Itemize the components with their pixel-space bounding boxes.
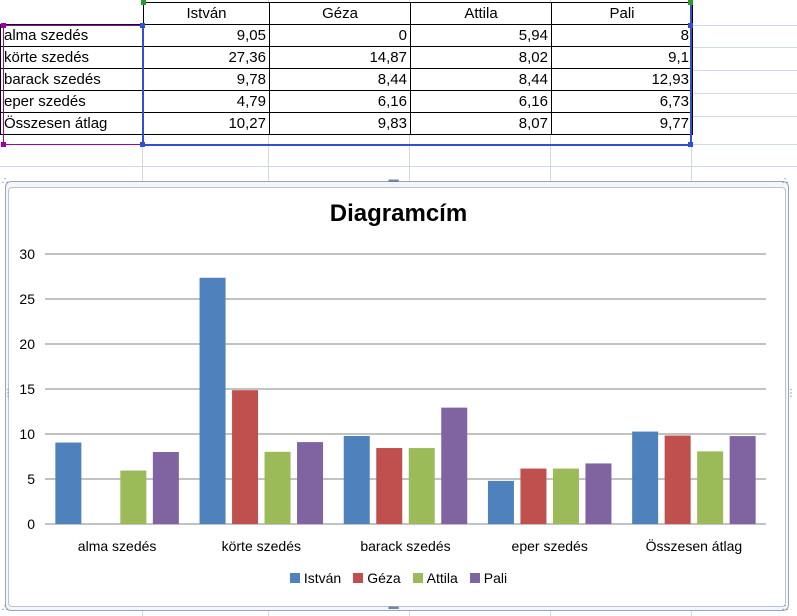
- value-cell[interactable]: 9,78: [143, 68, 270, 91]
- header-cell[interactable]: Attila: [410, 2, 552, 25]
- bar[interactable]: [632, 431, 659, 524]
- range-highlight-blue: [142, 25, 144, 145]
- value-cell[interactable]: 10,27: [143, 112, 270, 135]
- bar[interactable]: [585, 463, 612, 524]
- resize-handle-corner[interactable]: ∴: [782, 176, 788, 187]
- resize-handle-corner[interactable]: ∴: [782, 603, 788, 614]
- bar[interactable]: [55, 442, 82, 524]
- bar[interactable]: [697, 451, 724, 524]
- legend-swatch: [469, 573, 480, 583]
- value-cell[interactable]: 4,79: [143, 90, 270, 113]
- bar[interactable]: [152, 452, 179, 524]
- legend-label: István: [303, 570, 342, 586]
- range-handle[interactable]: [140, 142, 145, 147]
- x-tick-label: barack szedés: [360, 538, 450, 554]
- legend-label: Géza: [367, 570, 401, 586]
- value-cell[interactable]: 6,16: [269, 90, 411, 113]
- legend-swatch: [353, 573, 364, 583]
- data-table: István Géza Attila Pali alma szedés 9,05…: [0, 2, 693, 135]
- x-tick-label: Összesen átlag: [646, 537, 743, 554]
- legend-item[interactable]: István: [289, 570, 342, 586]
- table-row: barack szedés 9,78 8,44 8,44 12,93: [0, 68, 693, 91]
- bar[interactable]: [408, 448, 435, 524]
- chart-legend[interactable]: István Géza Attila Pali: [0, 570, 797, 586]
- resize-handle-corner[interactable]: ∴: [2, 176, 8, 187]
- row-label-cell[interactable]: barack szedés: [0, 68, 144, 91]
- range-highlight-purple: [3, 144, 143, 145]
- legend-item[interactable]: Attila: [412, 570, 458, 586]
- legend-label: Pali: [483, 570, 508, 586]
- bar[interactable]: [264, 451, 291, 524]
- bar[interactable]: [441, 407, 468, 524]
- y-tick-label: 25: [19, 291, 35, 307]
- y-tick-label: 5: [27, 471, 35, 487]
- table-row: körte szedés 27,36 14,87 8,02 9,1: [0, 46, 693, 69]
- x-tick-label: eper szedés: [512, 538, 588, 554]
- y-tick-label: 10: [19, 426, 35, 442]
- value-cell[interactable]: 5,94: [410, 24, 552, 47]
- bar[interactable]: [297, 442, 324, 524]
- value-cell[interactable]: 6,16: [410, 90, 552, 113]
- table-header-row: István Géza Attila Pali: [0, 2, 693, 25]
- y-tick-label: 15: [19, 381, 35, 397]
- legend-item[interactable]: Géza: [353, 570, 401, 586]
- range-highlight-blue: [143, 144, 691, 146]
- table-row: eper szedés 4,79 6,16 6,16 6,73: [0, 90, 693, 113]
- range-handle[interactable]: [1, 142, 6, 147]
- legend-item[interactable]: Pali: [469, 570, 508, 586]
- legend-label: Attila: [426, 570, 458, 586]
- y-tick-label: 20: [19, 336, 35, 352]
- bar[interactable]: [487, 480, 514, 524]
- bar[interactable]: [120, 470, 147, 524]
- bar[interactable]: [376, 448, 403, 524]
- value-cell[interactable]: 8,07: [410, 112, 552, 135]
- bar[interactable]: [552, 468, 579, 524]
- range-highlight-blue: [690, 2, 692, 146]
- y-tick-label: 30: [19, 246, 35, 262]
- bar[interactable]: [520, 468, 547, 524]
- legend-swatch: [289, 573, 300, 583]
- bar[interactable]: [664, 435, 691, 524]
- range-highlight-purple: [3, 25, 143, 26]
- x-tick-label: körte szedés: [222, 538, 301, 554]
- bar[interactable]: [232, 390, 259, 524]
- value-cell[interactable]: 12,93: [551, 68, 693, 91]
- bar[interactable]: [199, 277, 226, 524]
- chart-plot-area[interactable]: [8, 187, 786, 607]
- bar[interactable]: [343, 435, 370, 524]
- x-tick-label: alma szedés: [78, 538, 157, 554]
- range-handle[interactable]: [1, 23, 6, 28]
- range-handle[interactable]: [688, 142, 693, 147]
- resize-handle-right[interactable]: ⋮: [786, 388, 796, 399]
- bar[interactable]: [729, 436, 756, 524]
- range-highlight-purple: [3, 26, 4, 145]
- range-handle[interactable]: [141, 0, 146, 5]
- legend-swatch: [412, 573, 423, 583]
- chart-title[interactable]: Diagramcím: [329, 200, 468, 227]
- resize-handle-top[interactable]: ▪▪▪▪: [388, 176, 399, 187]
- y-tick-label: 0: [27, 516, 35, 532]
- value-cell[interactable]: 9,83: [269, 112, 411, 135]
- resize-handle-corner[interactable]: ∴: [2, 603, 8, 614]
- resize-handle-bottom[interactable]: ▪▪▪▪: [388, 603, 399, 614]
- range-handle[interactable]: [688, 0, 693, 5]
- resize-handle-left[interactable]: ⋮: [3, 388, 13, 399]
- range-handle[interactable]: [688, 23, 693, 28]
- value-cell[interactable]: 9,77: [551, 112, 693, 135]
- range-handle[interactable]: [140, 23, 145, 28]
